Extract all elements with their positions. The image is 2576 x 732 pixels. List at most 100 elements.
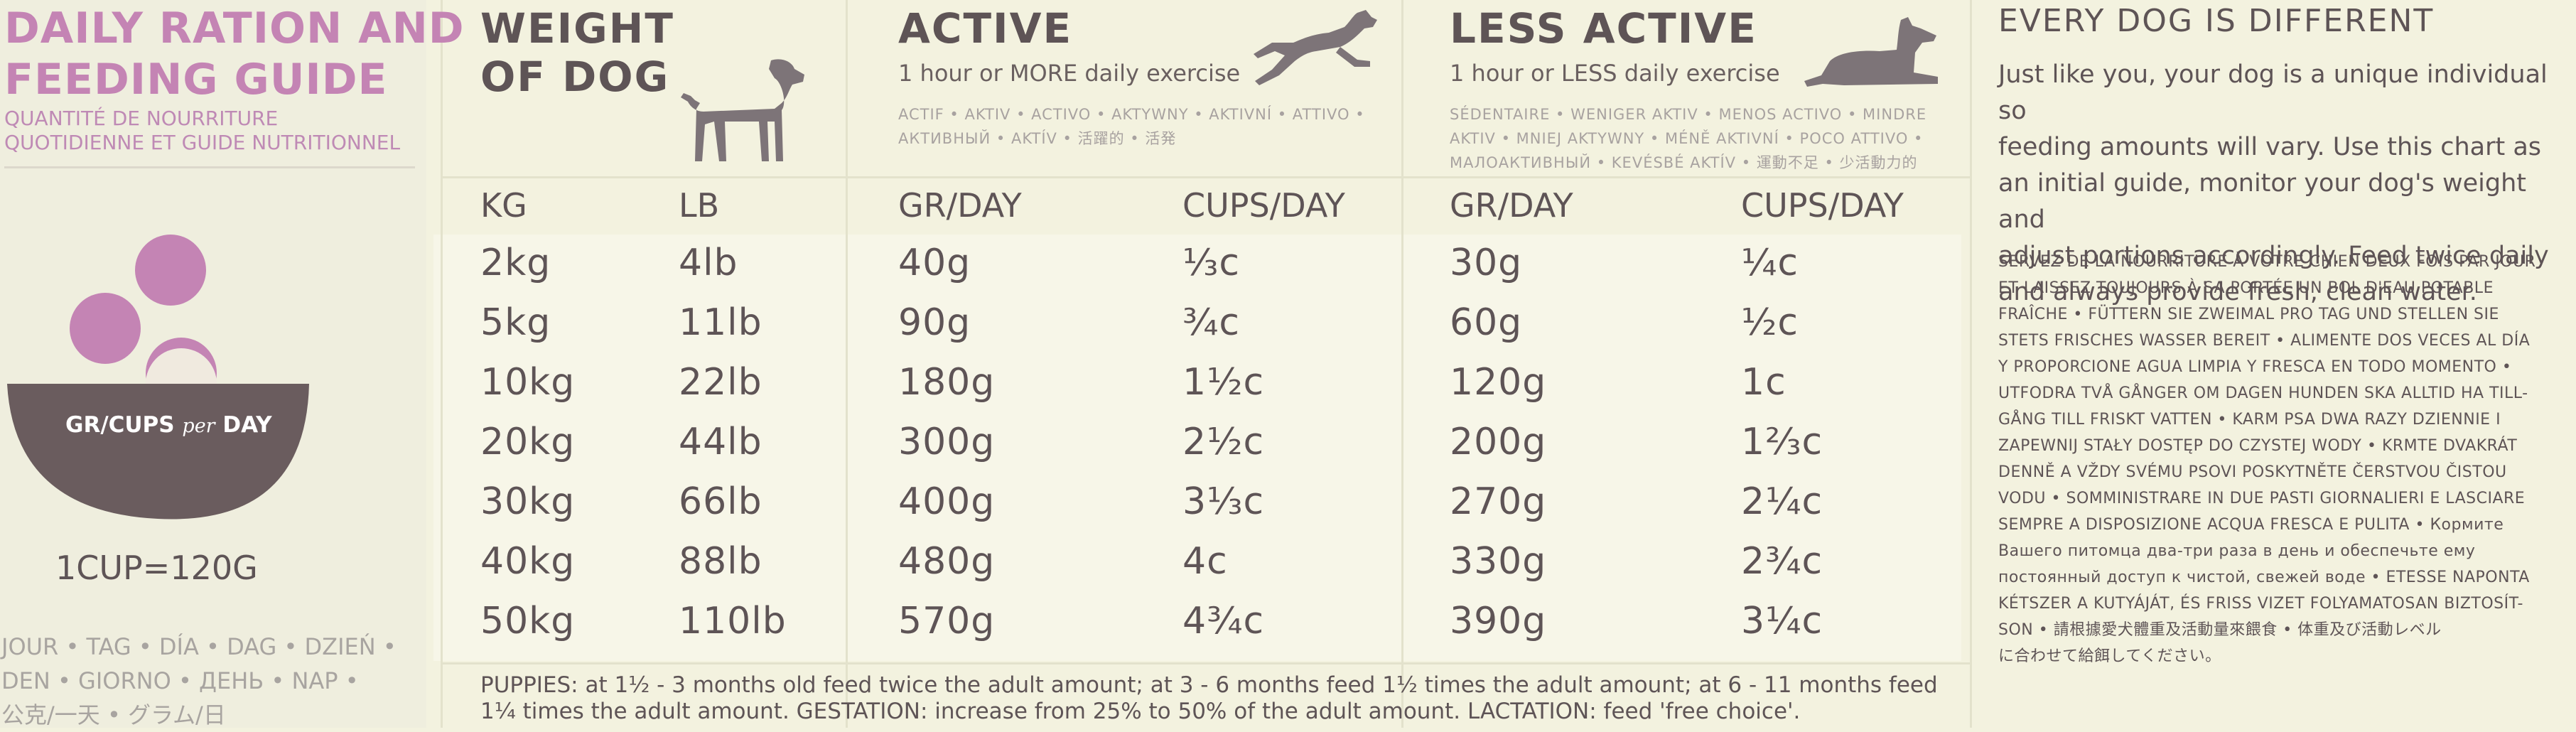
guide-title: DAILY RATION AND FEEDING GUIDE — [4, 3, 465, 105]
guide-subtitle-line: QUOTIDIENNE ET GUIDE NUTRITIONNEL — [4, 131, 401, 154]
cell-active-gr: 90g — [898, 301, 971, 344]
col-header-less-gr: GR/DAY — [1450, 186, 1573, 225]
cell-less-cups: 1⅔c — [1741, 421, 1823, 463]
right-translations: SERVEZ DE LA NOURRITURE À VOTRE CHIEN DE… — [1998, 249, 2567, 669]
col-header-less-cups: CUPS/DAY — [1741, 186, 1904, 225]
running-dog-icon — [1254, 10, 1377, 85]
food-bowl-icon — [7, 235, 309, 520]
guide-subtitle-line: QUANTITÉ DE NOURRITURE — [4, 107, 279, 130]
divider — [846, 0, 848, 728]
right-translation-line: ET LAISSEZ TOUJOURS À SA PORTÉE UN BOL D… — [1998, 279, 2494, 297]
cell-less-cups: ½c — [1741, 301, 1799, 344]
right-translation-line: VODU • SOMMINISTRARE IN DUE PASTI GIORNA… — [1998, 490, 2526, 507]
cell-lb: 22lb — [679, 361, 762, 404]
active-title: ACTIVE — [898, 4, 1073, 53]
footnote: PUPPIES: at 1½ - 3 months old feed twice… — [480, 672, 1973, 725]
cell-active-gr: 480g — [898, 540, 996, 583]
cell-kg: 20kg — [480, 421, 576, 463]
cell-less-cups: 3¼c — [1741, 600, 1823, 642]
cell-less-cups: 2¼c — [1741, 480, 1823, 523]
less-active-subtitle: 1 hour or LESS daily exercise — [1450, 60, 1780, 87]
cell-active-cups: 1½c — [1182, 361, 1265, 404]
right-translation-line: Вашего питомца два-три раза в день и обе… — [1998, 542, 2476, 560]
col-header-lb: LB — [679, 186, 720, 225]
right-body-line: an initial guide, monitor your dog's wei… — [1998, 169, 2526, 234]
lying-dog-icon — [1804, 17, 1938, 87]
right-body: Just like you, your dog is a unique indi… — [1998, 57, 2560, 311]
less-active-title: LESS ACTIVE — [1450, 4, 1757, 53]
cell-less-cups: 2¾c — [1741, 540, 1823, 583]
cell-kg: 40kg — [480, 540, 576, 583]
day-translations-line: DEN • GIORNO • ДЕНЬ • NAP • — [1, 667, 359, 694]
cell-lb: 11lb — [679, 301, 762, 344]
less-active-translations-line: AKTIV • MNIEJ AKTYWNY • MÉNĚ AKTIVNÍ • P… — [1450, 130, 1924, 147]
cell-lb: 88lb — [679, 540, 762, 583]
weight-title-line: OF DOG — [480, 53, 670, 101]
footnote-rule — [442, 662, 1970, 664]
cell-less-gr: 30g — [1450, 242, 1523, 284]
cell-kg: 10kg — [480, 361, 576, 404]
right-translation-line: UTFODRA TVÅ GÅNGER OM DAGEN HUNDEN SKA A… — [1998, 384, 2528, 402]
less-active-translations-line: SÉDENTAIRE • WENIGER AKTIV • MENOS ACTIV… — [1450, 106, 1927, 123]
right-body-line: adjust portions accordingly. Feed twice … — [1998, 242, 2549, 270]
right-translation-line: STETS FRISCHES WASSER BEREIT • ALIMENTE … — [1998, 332, 2531, 350]
right-translation-line: ZAPEWNIJ STAŁY DOSTĘP DO CZYSTEJ WODY • … — [1998, 437, 2518, 455]
right-translation-line: постоянный доступ к чистой, свежей воде … — [1998, 569, 2530, 586]
active-subtitle: 1 hour or MORE daily exercise — [898, 60, 1241, 87]
right-translation-line: KÉTSZER A KUTYÁJÁT, ÉS FRISS VIZET FOLYA… — [1998, 595, 2523, 613]
standing-dog-icon — [681, 59, 804, 161]
right-body-line: feeding amounts will vary. Use this char… — [1998, 133, 2542, 161]
bowl-label: GR/CUPS per DAY — [65, 412, 272, 438]
day-translations-line: 公克/一天 • グラム/日 — [1, 701, 226, 728]
cell-active-gr: 570g — [898, 600, 996, 642]
day-translations: JOUR • TAG • DÍA • DAG • DZIEŃ • DEN • G… — [1, 630, 397, 732]
footnote-line: 1¼ times the adult amount. GESTATION: in… — [480, 699, 1801, 724]
title-rule — [4, 166, 415, 168]
right-translation-line: GÅNG TILL FRISKT VATTEN • KARM PSA DWA R… — [1998, 411, 2501, 429]
cell-active-cups: 4¾c — [1182, 600, 1265, 642]
weight-title: WEIGHT OF DOG — [480, 4, 674, 101]
cell-active-gr: 180g — [898, 361, 996, 404]
less-active-translations-line: МАЛОАКТИВНЫЙ • KEVÉSBÉ AKTÍV • 運動不足 • 少活… — [1450, 154, 1918, 171]
divider — [441, 0, 443, 728]
cell-less-cups: 1c — [1741, 361, 1787, 404]
right-title: EVERY DOG IS DIFFERENT — [1998, 3, 2435, 39]
weight-title-line: WEIGHT — [480, 4, 674, 53]
cell-lb: 4lb — [679, 242, 738, 284]
bowl-label-per: per — [182, 415, 215, 437]
guide-title-line: DAILY RATION AND — [4, 4, 465, 53]
cell-active-cups: ⅓c — [1182, 242, 1240, 284]
cell-kg: 30kg — [480, 480, 576, 523]
footnote-line: PUPPIES: at 1½ - 3 months old feed twice… — [480, 672, 1938, 698]
cell-kg: 50kg — [480, 600, 576, 642]
right-translation-line: DENNĚ A VŽDY SVÉMU PSOVI POSKYTNĚTE ČERS… — [1998, 463, 2507, 481]
cell-active-cups: ¾c — [1182, 301, 1240, 344]
cell-lb: 44lb — [679, 421, 762, 463]
cell-less-gr: 60g — [1450, 301, 1523, 344]
active-translations: ACTIF • AKTIV • ACTIVO • AKTYWNY • AKTIV… — [898, 102, 1365, 151]
right-translation-line: FRAÎCHE • FÜTTERN SIE ZWEIMAL PRO TAG UN… — [1998, 306, 2499, 323]
right-translation-line: SEMPRE A DISPOSIZIONE ACQUA FRESCA E PUL… — [1998, 516, 2504, 534]
cell-active-cups: 2½c — [1182, 421, 1265, 463]
table-background — [433, 235, 1961, 661]
cell-less-gr: 330g — [1450, 540, 1547, 583]
right-translation-line: Y PROPORCIONE AGUA LIMPIA Y FRESCA EN TO… — [1998, 358, 2512, 376]
cell-active-gr: 300g — [898, 421, 996, 463]
cell-less-gr: 270g — [1450, 480, 1547, 523]
bowl-label-day: DAY — [222, 412, 272, 438]
divider — [1401, 0, 1403, 728]
cell-lb: 66lb — [679, 480, 762, 523]
cell-lb: 110lb — [679, 600, 787, 642]
cell-less-cups: ¼c — [1741, 242, 1799, 284]
day-translations-line: JOUR • TAG • DÍA • DAG • DZIEŃ • — [1, 633, 397, 660]
col-header-active-cups: CUPS/DAY — [1182, 186, 1345, 225]
right-body-line: Just like you, your dog is a unique indi… — [1998, 60, 2548, 125]
cell-less-gr: 120g — [1450, 361, 1547, 404]
active-translations-line: ACTIF • AKTIV • ACTIVO • AKTYWNY • AKTIV… — [898, 106, 1365, 123]
right-translation-line: に合わせて給餌してください。 — [1998, 647, 2221, 665]
guide-subtitle: QUANTITÉ DE NOURRITURE QUOTIDIENNE ET GU… — [4, 107, 400, 155]
less-active-translations: SÉDENTAIRE • WENIGER AKTIV • MENOS ACTIV… — [1450, 102, 1926, 175]
divider — [1970, 0, 1972, 728]
cup-conversion: 1CUP=120G — [55, 549, 258, 587]
right-body-line: and always provide fresh, clean water. — [1998, 278, 2477, 306]
